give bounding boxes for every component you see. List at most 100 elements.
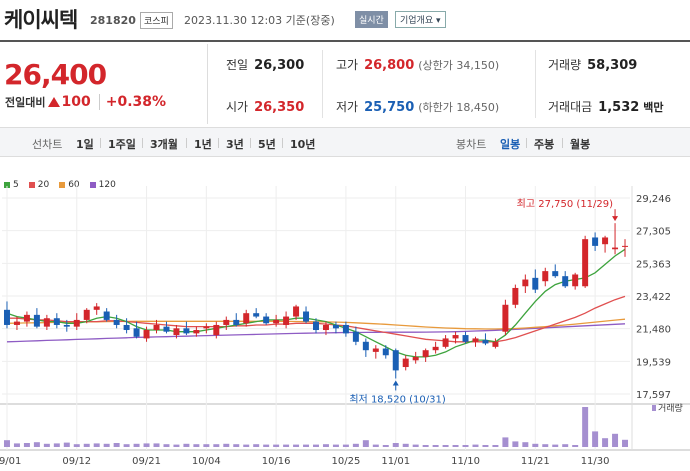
candle-body [223, 319, 230, 325]
x-tick-label: 10/04 [192, 456, 221, 467]
candle-body [63, 324, 70, 327]
x-tick-label: 10/25 [331, 456, 360, 467]
x-tick-label: 11/30 [581, 456, 610, 467]
legend-swatch [4, 182, 10, 188]
candle-body [352, 331, 359, 342]
volume-bar [243, 444, 250, 447]
volume-legend-swatch [652, 405, 656, 411]
volume-bar [492, 445, 499, 447]
high-value: 26,800 [364, 58, 415, 73]
company-info-dropdown[interactable]: 기업개요 ▾ [395, 11, 446, 28]
tab-period-5y[interactable]: 5년 [258, 138, 276, 151]
stock-name: 케이씨텍 [4, 8, 78, 32]
volume-bar [173, 444, 180, 447]
tab-period-10y[interactable]: 10년 [290, 138, 316, 151]
volume-bar [93, 443, 100, 447]
volume-value: 58,309 [587, 58, 638, 73]
volume-bar [392, 443, 399, 447]
legend-item[interactable]: 20 [28, 180, 50, 190]
volume-bar [362, 440, 369, 447]
tab-candle-daily[interactable]: 일봉 [500, 138, 521, 151]
x-tick-label: 09/12 [62, 456, 91, 467]
change-label: 전일대비 [5, 96, 46, 109]
timestamp: 2023.11.30 12:03 기준(장중) [184, 14, 335, 27]
y-tick-label: 23,422 [636, 292, 671, 303]
low-label: 저가 [336, 100, 359, 114]
low-arrow-head-icon [392, 380, 399, 386]
market-badge: 코스피 [140, 12, 173, 29]
candle-body [73, 319, 80, 327]
x-tick-label: 09/01 [0, 456, 21, 467]
candle-body [622, 245, 629, 247]
candle-body [602, 237, 609, 245]
tab-period-1y[interactable]: 1년 [194, 138, 212, 151]
divider [526, 138, 527, 148]
legend-label: 5 [13, 180, 19, 190]
candle-body [103, 311, 110, 320]
candle-body [113, 319, 120, 325]
change-percent: +0.38% [98, 94, 166, 110]
candle-body [482, 340, 489, 344]
volume-bar [562, 444, 569, 447]
tab-period-1w[interactable]: 1주일 [108, 138, 136, 151]
candle-body [462, 335, 469, 342]
volume-bar [622, 439, 629, 447]
candle-body [13, 321, 20, 325]
divider [142, 138, 143, 148]
x-tick-label: 11/10 [451, 456, 480, 467]
company-info-label: 기업개요 [400, 16, 434, 26]
volume-bar [612, 433, 619, 447]
volume-bar [283, 444, 290, 447]
candle-body [23, 314, 30, 322]
candle-body [442, 338, 449, 347]
volume-bar [462, 445, 469, 447]
candle-body [233, 319, 240, 325]
candle-body [472, 338, 479, 342]
candle-body [203, 326, 210, 329]
candle-body [213, 324, 220, 336]
volume-bar [123, 444, 130, 447]
amount-value: 1,532 [598, 100, 640, 115]
divider [100, 138, 101, 148]
legend-label: 60 [68, 180, 80, 190]
tab-period-1d[interactable]: 1일 [76, 138, 94, 151]
volume-bar [53, 443, 60, 447]
candlestick-chart[interactable]: 29,246 27,305 25,363 23,422 21,480 19,539 17,5… [0, 172, 690, 471]
volume-bar [33, 442, 40, 447]
high-label: 고가 [336, 58, 359, 72]
volume-bar [402, 443, 409, 447]
legend-item[interactable]: 120 [89, 180, 116, 190]
tab-period-3m[interactable]: 3개월 [150, 138, 178, 151]
volume-bar [143, 443, 150, 447]
current-price: 26,400 [4, 58, 107, 91]
volume-bar [382, 445, 389, 447]
x-tick-label: 10/16 [262, 456, 291, 467]
volume-bar [113, 443, 120, 447]
divider [218, 138, 219, 148]
candle-body [303, 311, 310, 322]
legend-item[interactable]: 60 [59, 180, 80, 190]
candle-body [542, 271, 549, 282]
candle-body [592, 237, 599, 246]
candle-body [332, 324, 339, 329]
tab-period-3y[interactable]: 3년 [226, 138, 244, 151]
legend-label: 120 [98, 180, 116, 190]
stock-code: 281820 [90, 14, 136, 27]
legend-label: 20 [37, 180, 50, 190]
legend-item[interactable]: 5 [4, 180, 19, 190]
stat-low: 저가 25,750 (하한가 18,450) [336, 98, 499, 115]
volume-bar [253, 444, 260, 447]
candle-body [372, 348, 379, 352]
amount-unit: 백만 [643, 101, 664, 114]
candle-body [552, 271, 559, 277]
tab-candle-weekly[interactable]: 주봉 [534, 138, 555, 151]
volume-bar [322, 444, 329, 447]
volume-bar [233, 444, 240, 447]
y-tick-label: 27,305 [636, 227, 671, 238]
realtime-button[interactable]: 실시간 [355, 11, 388, 28]
stat-amount: 거래대금 1,532 백만 [548, 98, 664, 115]
volume-label: 거래량 [548, 58, 582, 72]
volume-bar [432, 445, 439, 447]
volume-bar [512, 441, 519, 447]
tab-candle-monthly[interactable]: 월봉 [570, 138, 591, 151]
